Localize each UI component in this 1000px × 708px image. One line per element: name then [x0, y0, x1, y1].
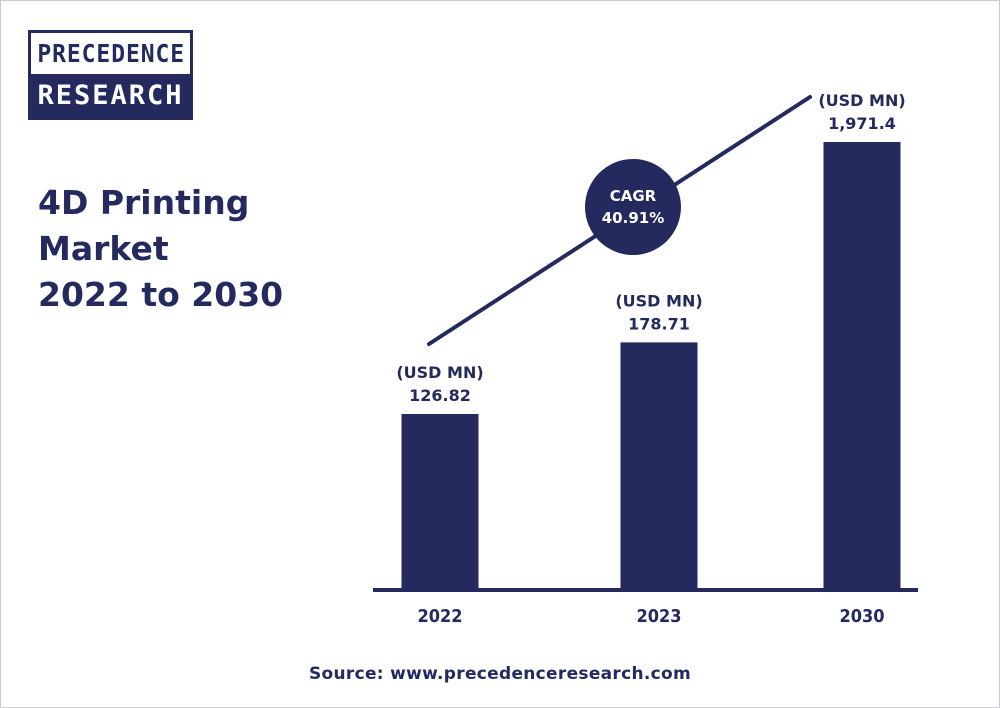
- cagr-badge: [585, 159, 681, 255]
- cagr-label: CAGR: [610, 187, 657, 205]
- precedence-research-logo: PRECEDENCE RESEARCH: [28, 30, 193, 120]
- value-label-2022: 126.82: [409, 386, 471, 405]
- unit-label-2030: (USD MN): [818, 91, 905, 110]
- value-label-2030: 1,971.4: [828, 114, 896, 133]
- title-line-1: 4D Printing: [38, 183, 250, 222]
- x-tick-label-2022: 2022: [417, 606, 462, 627]
- title-line-2: Market: [38, 229, 169, 268]
- x-tick-label-2023: 2023: [636, 606, 681, 627]
- logo-line-precedence: PRECEDENCE: [37, 39, 186, 68]
- bar-2023: [620, 342, 698, 589]
- logo-line-research: RESEARCH: [31, 74, 190, 117]
- source-text: Source: www.precedenceresearch.com: [308, 664, 692, 684]
- unit-label-2023: (USD MN): [615, 291, 702, 310]
- title-line-3: 2022 to 2030: [38, 275, 284, 314]
- x-tick-label-2030: 2030: [839, 606, 884, 627]
- value-label-2023: 178.71: [628, 314, 690, 333]
- bar-2022: [401, 414, 479, 589]
- bar-2030: [823, 142, 901, 589]
- unit-label-2022: (USD MN): [396, 363, 483, 382]
- cagr-value: 40.91%: [602, 209, 664, 227]
- chart-title: 4D Printing Market 2022 to 2030: [38, 180, 338, 318]
